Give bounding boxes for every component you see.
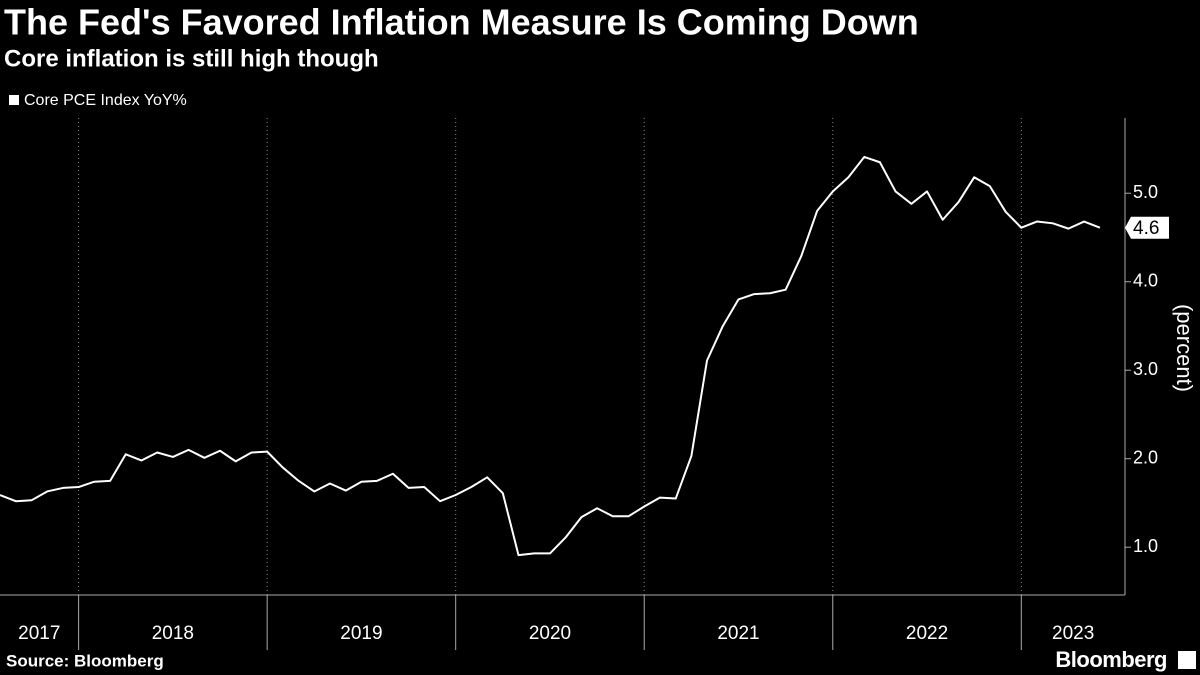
y-tick-label: 1.0 <box>1133 536 1158 556</box>
y-tick-label: 5.0 <box>1133 182 1158 202</box>
y-tick-label: 2.0 <box>1133 447 1158 467</box>
legend-label: Core PCE Index YoY% <box>24 92 187 109</box>
x-tick-label: 2017 <box>18 623 60 644</box>
x-tick-label: 2019 <box>340 623 382 644</box>
x-tick-label: 2020 <box>529 623 571 644</box>
line-series <box>0 155 1101 557</box>
chart-subtitle: Core inflation is still high though <box>4 45 379 72</box>
brand: Bloomberg <box>1055 647 1167 672</box>
y-tick-label: 3.0 <box>1133 359 1158 379</box>
y-axis-label: (percent) <box>1172 304 1197 392</box>
y-tick-label: 4.0 <box>1133 270 1158 290</box>
x-tick-label: 2023 <box>1052 623 1094 644</box>
brand-icon <box>1178 651 1196 669</box>
x-tick-label: 2022 <box>906 623 948 644</box>
end-label-box <box>1125 216 1169 239</box>
chart-title: The Fed's Favored Inflation Measure Is C… <box>4 2 919 43</box>
x-tick-label: 2018 <box>152 623 194 644</box>
legend-swatch <box>9 95 19 105</box>
x-tick-label: 2021 <box>717 623 759 644</box>
end-label: 4.6 <box>1133 218 1159 239</box>
source: Source: Bloomberg <box>6 651 164 670</box>
